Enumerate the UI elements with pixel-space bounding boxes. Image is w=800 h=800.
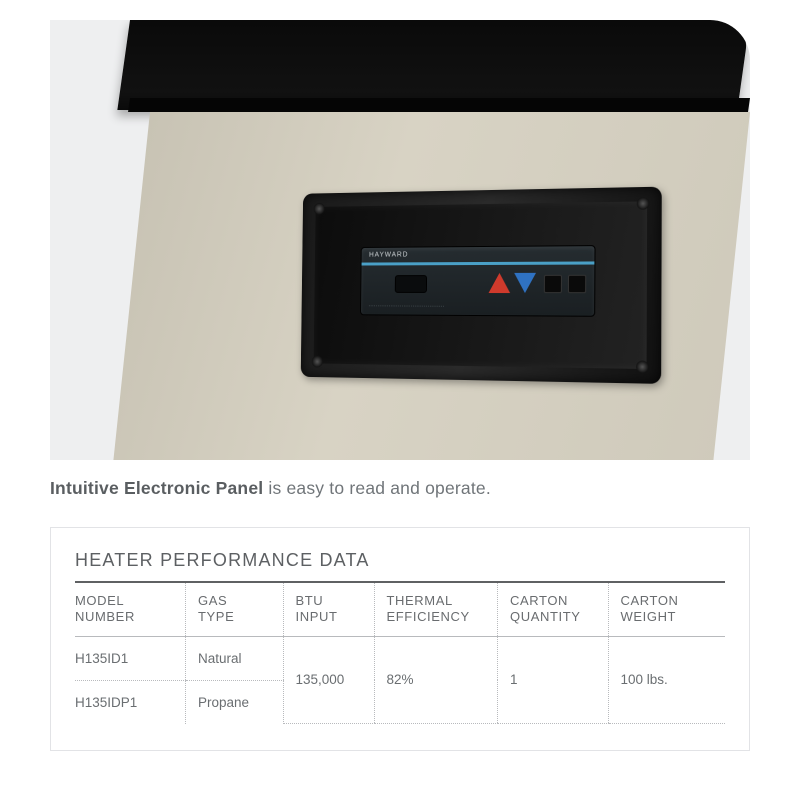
cell-model: H135ID1 <box>75 636 186 680</box>
lcd-screen <box>395 275 427 293</box>
temp-down-icon <box>514 273 536 293</box>
cell-gas: Natural <box>186 636 284 680</box>
mode-button-icon <box>568 275 586 293</box>
table-title: HEATER PERFORMANCE DATA <box>75 550 725 571</box>
col-model-number: MODELNUMBER <box>75 582 186 636</box>
screw-icon <box>637 197 649 210</box>
cell-weight: 100 lbs. <box>608 636 725 724</box>
product-photo: HAYWARD ································… <box>50 20 750 460</box>
screw-icon <box>314 203 325 215</box>
accent-stripe <box>362 261 595 265</box>
mode-button-icon <box>544 275 562 293</box>
table-header-row: MODELNUMBER GASTYPE BTUINPUT THERMALEFFI… <box>75 582 725 636</box>
cell-qty: 1 <box>498 636 609 724</box>
performance-table: MODELNUMBER GASTYPE BTUINPUT THERMALEFFI… <box>75 581 725 724</box>
table-row: H135ID1 Natural 135,000 82% 1 100 lbs. <box>75 636 725 680</box>
caption-bold: Intuitive Electronic Panel <box>50 478 263 498</box>
screw-icon <box>636 361 649 374</box>
cell-efficiency: 82% <box>374 636 498 724</box>
temp-up-icon <box>489 273 511 293</box>
cell-model: H135IDP1 <box>75 680 186 724</box>
cell-gas: Propane <box>186 680 284 724</box>
unit-top-edge <box>128 98 750 112</box>
performance-table-card: HEATER PERFORMANCE DATA MODELNUMBER GAST… <box>50 527 750 751</box>
col-gas-type: GASTYPE <box>186 582 284 636</box>
col-carton-quantity: CARTONQUANTITY <box>498 582 609 636</box>
screw-icon <box>312 356 323 368</box>
unit-top <box>117 20 750 110</box>
col-btu-input: BTUINPUT <box>283 582 374 636</box>
panel-fineprint: ········································… <box>368 304 586 311</box>
control-panel-frame: HAYWARD ································… <box>301 187 662 384</box>
control-panel-display: HAYWARD ································… <box>360 245 596 317</box>
brand-label: HAYWARD <box>369 252 408 259</box>
col-thermal-efficiency: THERMALEFFICIENCY <box>374 582 498 636</box>
col-carton-weight: CARTONWEIGHT <box>608 582 725 636</box>
cell-btu: 135,000 <box>283 636 374 724</box>
photo-caption: Intuitive Electronic Panel is easy to re… <box>50 478 750 499</box>
caption-rest: is easy to read and operate. <box>263 478 491 498</box>
